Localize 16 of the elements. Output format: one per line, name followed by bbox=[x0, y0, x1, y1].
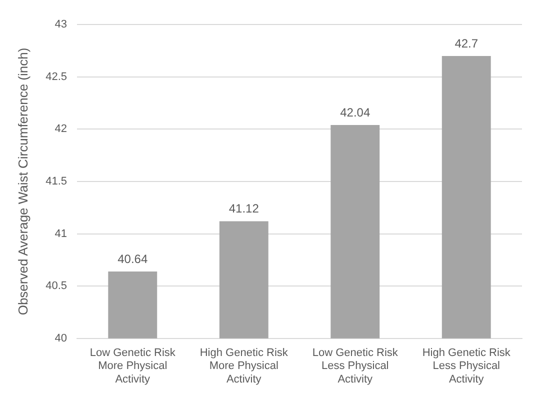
x-tick-label: Low Genetic Risk Less Physical Activity bbox=[312, 347, 398, 386]
data-label: 42.7 bbox=[454, 36, 478, 50]
y-tick-label: 41.5 bbox=[46, 176, 68, 188]
y-tick-label: 41 bbox=[54, 228, 68, 240]
y-tick-label: 43 bbox=[54, 18, 68, 31]
y-tick-label: 40.5 bbox=[46, 280, 68, 292]
data-label: 41.12 bbox=[228, 202, 260, 216]
x-tick-label: High Genetic Risk More Physical Activity bbox=[200, 347, 288, 386]
y-axis-title: Observed Average Waist Circumference (inch) bbox=[15, 48, 30, 316]
y-tick-label: 42.5 bbox=[46, 70, 68, 83]
x-tick-label: High Genetic Risk Less Physical Activity bbox=[422, 347, 511, 386]
y-tick-label: 42 bbox=[54, 123, 68, 136]
x-tick-label: Low Genetic Risk More Physical Activity bbox=[90, 347, 176, 386]
data-label: 40.64 bbox=[118, 252, 148, 266]
data-label: 42.04 bbox=[340, 105, 370, 120]
y-tick-label: 40 bbox=[54, 332, 68, 344]
